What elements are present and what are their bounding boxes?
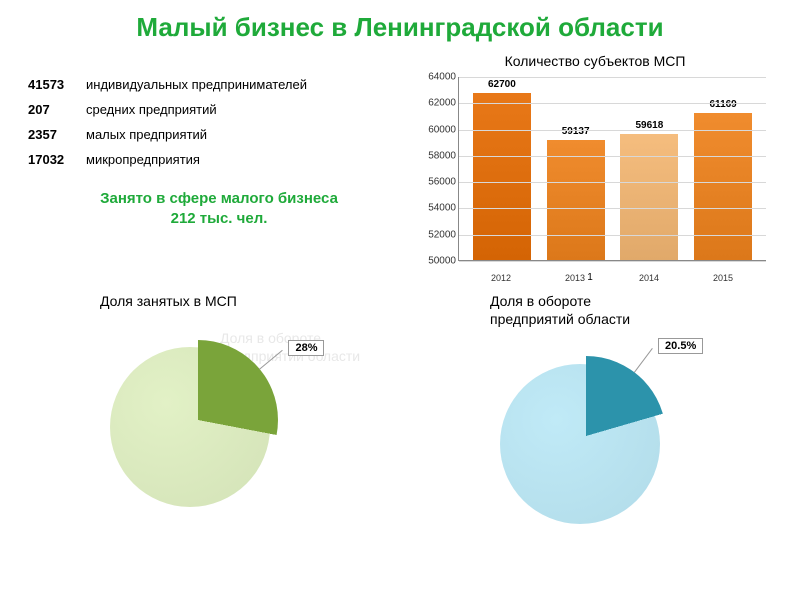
pie-left-block: Доля занятых в МСП 28%: [20, 293, 390, 534]
bar-xtick: 2015: [694, 273, 752, 283]
bar-xticks: 2012 2013 2014 2015: [458, 273, 766, 283]
bar-rect: 59137: [547, 140, 605, 260]
pie-leader-line: [634, 348, 653, 373]
bar-chart-title: Количество субъектов МСП: [410, 53, 780, 69]
bar-xtick: 2014: [620, 273, 678, 283]
stats-column: 41573индивидуальных предпринимателей207с…: [20, 53, 410, 283]
bar-axis-caption: 1: [587, 272, 593, 283]
bar-rect: 59618: [620, 134, 678, 260]
stat-label: малых предприятий: [86, 127, 207, 142]
stat-number: 207: [28, 102, 86, 117]
bar-xtick: 2013: [546, 273, 604, 283]
bar-chart-column: Количество субъектов МСП 62700 59137 59618…: [410, 53, 780, 283]
bars-container: 62700 59137 59618 61169: [459, 77, 766, 260]
gridline: [459, 208, 766, 209]
bar: 59618: [620, 134, 678, 260]
pie-slice-label: 20.5%: [658, 338, 703, 354]
bar-ytick: 54000: [428, 203, 456, 214]
bar-xtick: 2012: [472, 273, 530, 283]
gridline: [459, 130, 766, 131]
stat-label: микропредприятия: [86, 152, 200, 167]
employment-note: Занято в сфере малого бизнеса 212 тыс. ч…: [28, 189, 410, 230]
pie-slice: [118, 340, 278, 500]
gridline: [459, 182, 766, 183]
bar-ytick: 62000: [428, 98, 456, 109]
bar-rect: 61169: [694, 113, 752, 260]
pie-slice-label: 28%: [288, 340, 324, 356]
bar-chart: 62700591375961861169 2012201320142015 1 …: [410, 73, 770, 283]
gridline: [459, 235, 766, 236]
bar-ytick: 64000: [428, 72, 456, 83]
stat-row: 17032микропредприятия: [28, 152, 410, 167]
employment-line2: 212 тыс. чел.: [28, 209, 410, 229]
bar-ytick: 50000: [428, 256, 456, 267]
bar: 61169: [694, 113, 752, 260]
pie-slice: [506, 356, 666, 516]
pie-left: 28%: [20, 317, 390, 517]
stat-number: 17032: [28, 152, 86, 167]
page-title: Малый бизнес в Ленинградской области: [0, 0, 800, 43]
stat-number: 2357: [28, 127, 86, 142]
stat-label: индивидуальных предпринимателей: [86, 77, 307, 92]
bar-plot-area: 62700 59137 59618 61169: [458, 77, 766, 261]
stat-row: 41573индивидуальных предпринимателей: [28, 77, 410, 92]
bar-ytick: 56000: [428, 177, 456, 188]
pie-right-block: Доля в обороте предприятий области 20.5%: [410, 293, 780, 534]
stat-number: 41573: [28, 77, 86, 92]
pie-right: 20.5%: [410, 334, 780, 534]
pie-left-title: Доля занятых в МСП: [20, 293, 390, 311]
gridline: [459, 261, 766, 262]
bar: 59137: [547, 140, 605, 260]
bar-ytick: 58000: [428, 150, 456, 161]
top-section: 41573индивидуальных предпринимателей207с…: [0, 43, 800, 283]
bar-value-label: 62700: [488, 79, 516, 90]
bar-ytick: 52000: [428, 229, 456, 240]
gridline: [459, 103, 766, 104]
stat-row: 2357малых предприятий: [28, 127, 410, 142]
gridline: [459, 156, 766, 157]
bar-value-label: 61169: [709, 99, 736, 110]
stat-row: 207средних предприятий: [28, 102, 410, 117]
bar-ytick: 60000: [428, 124, 456, 135]
pie-leader-line: [259, 350, 283, 370]
bar-value-label: 59137: [562, 126, 590, 137]
pie-right-title: Доля в обороте предприятий области: [410, 293, 780, 328]
bottom-section: Доля занятых в МСП 28% Доля в обороте пр…: [0, 283, 800, 534]
employment-line1: Занято в сфере малого бизнеса: [28, 189, 410, 209]
stat-label: средних предприятий: [86, 102, 217, 117]
gridline: [459, 77, 766, 78]
